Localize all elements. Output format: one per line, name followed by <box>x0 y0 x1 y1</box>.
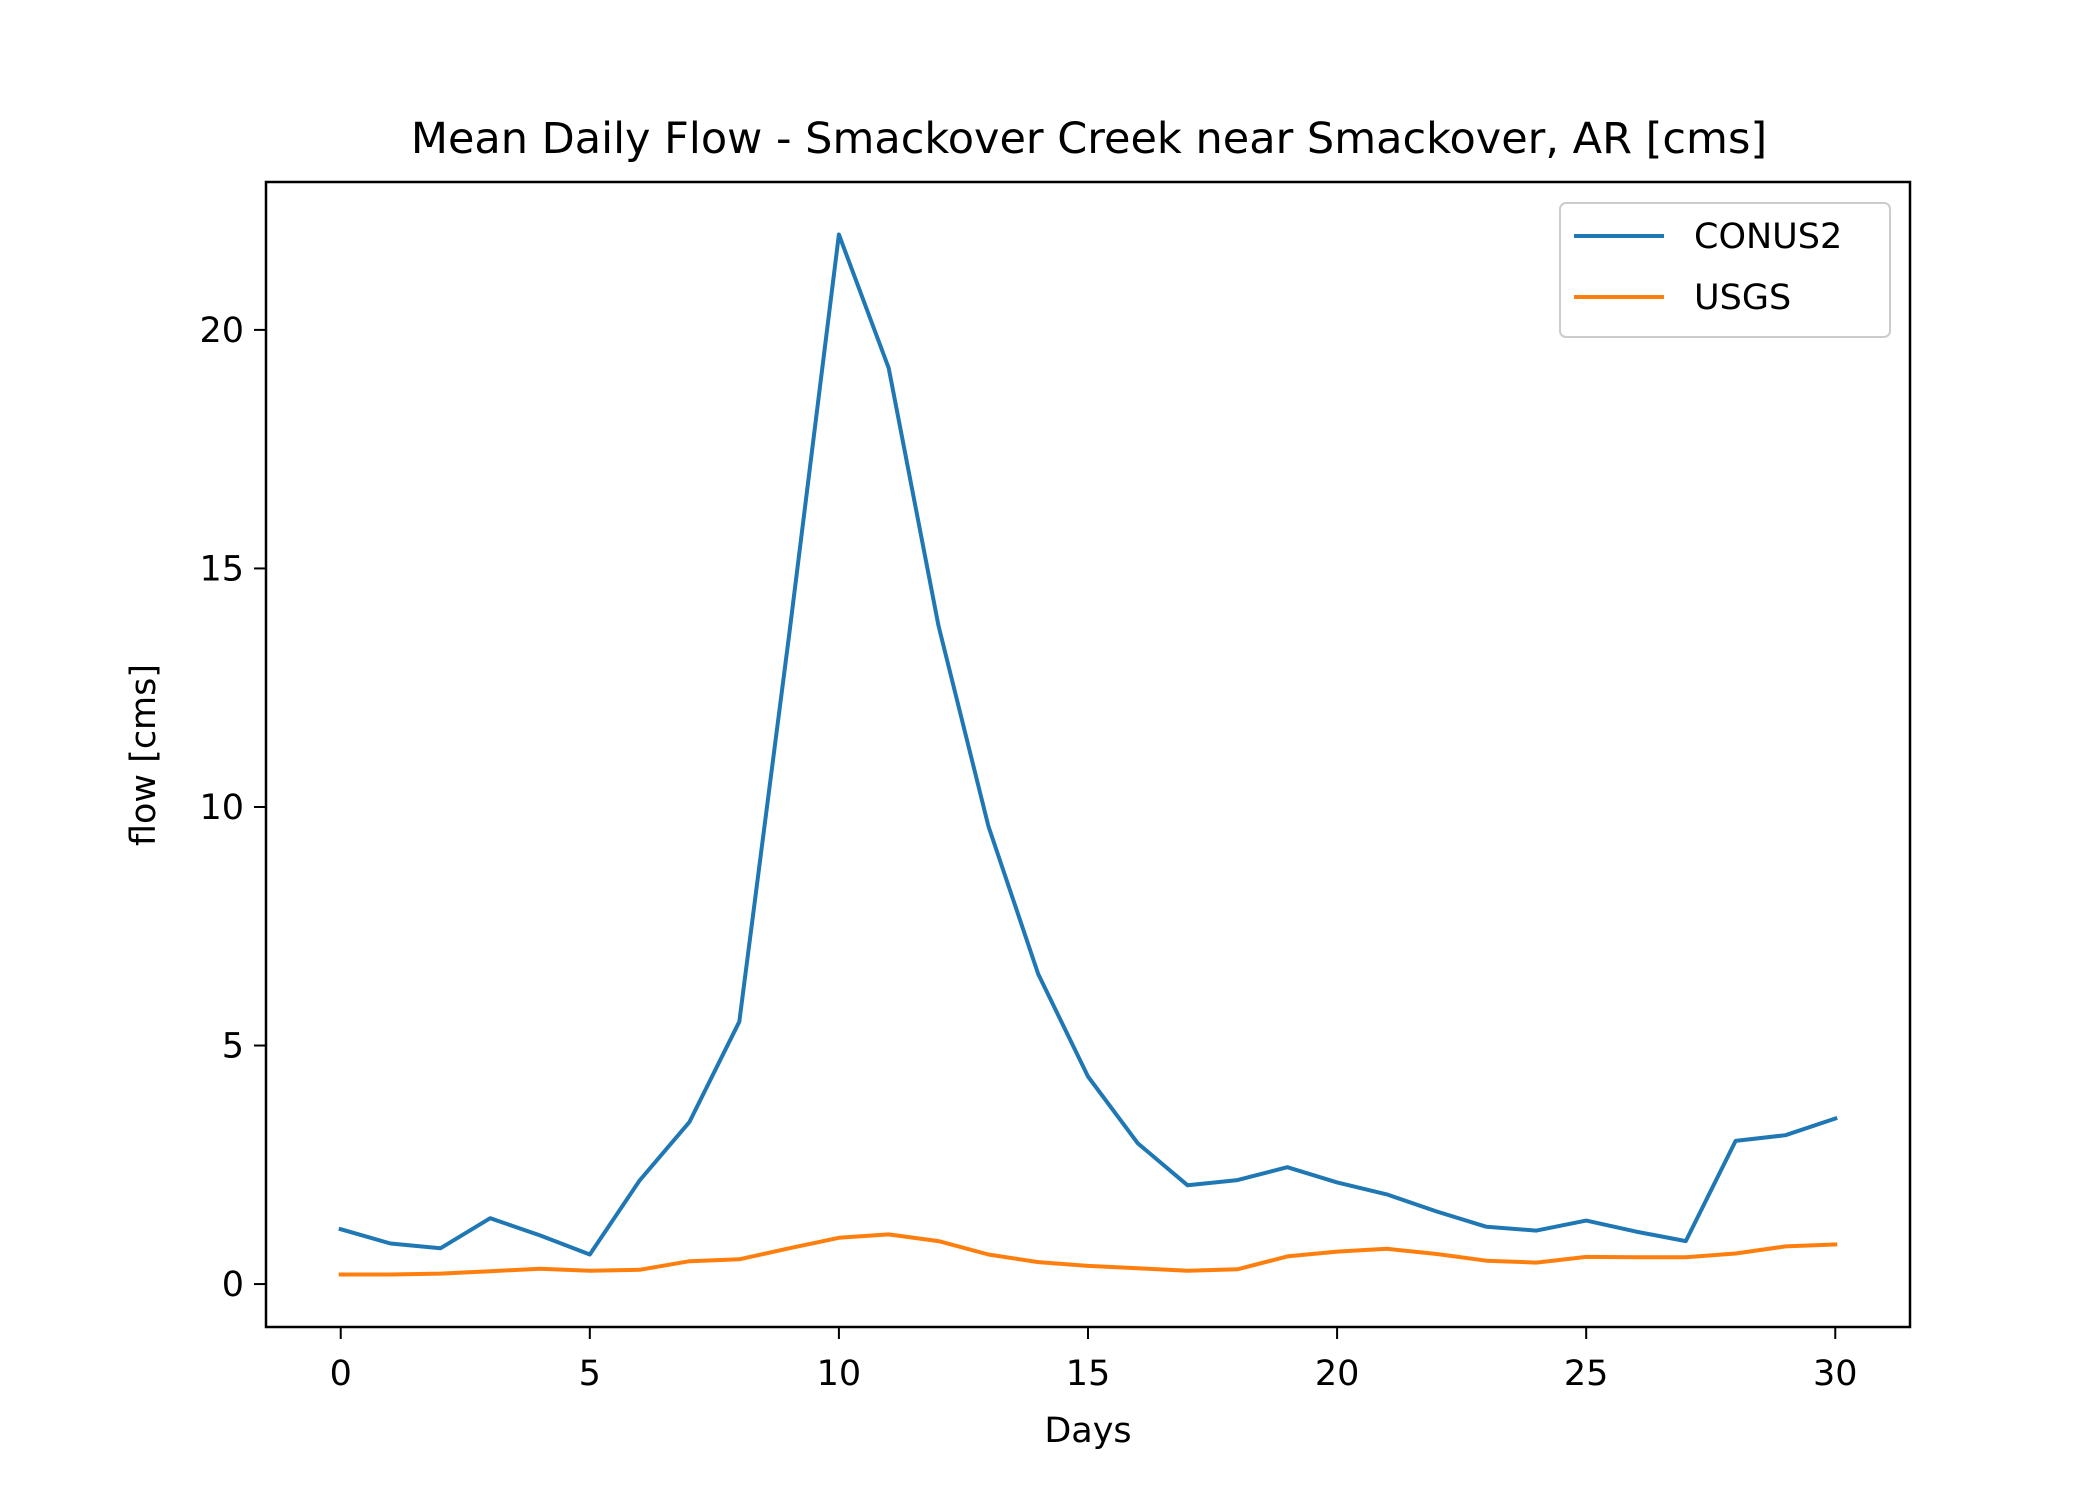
legend-label-usgs: USGS <box>1694 278 1791 318</box>
x-axis-label: Days <box>1044 1411 1131 1451</box>
y-tick-label: 10 <box>199 788 244 828</box>
x-tick-label: 5 <box>579 1354 601 1394</box>
series-line-conus2 <box>338 232 1838 1257</box>
y-tick-label: 5 <box>222 1027 244 1067</box>
y-axis-ticks: 0 5 10 15 20 <box>199 311 266 1305</box>
plot-frame <box>264 180 1912 1329</box>
series-lines <box>338 232 1838 1277</box>
series-line-usgs <box>338 1232 1838 1277</box>
y-axis-label: flow [cms] <box>124 664 164 846</box>
x-tick-label: 10 <box>817 1354 862 1394</box>
x-axis-ticks: 0 5 10 15 20 25 30 <box>330 1327 1858 1394</box>
x-tick-label: 30 <box>1813 1354 1858 1394</box>
chart-title: Mean Daily Flow - Smackover Creek near S… <box>411 114 1767 164</box>
y-tick-label: 15 <box>199 549 244 589</box>
legend: CONUS2 USGS <box>1559 202 1891 338</box>
legend-label-conus2: CONUS2 <box>1694 217 1842 257</box>
x-tick-label: 25 <box>1564 1354 1609 1394</box>
x-tick-label: 0 <box>330 1354 352 1394</box>
x-tick-label: 15 <box>1066 1354 1111 1394</box>
y-tick-label: 20 <box>199 311 244 351</box>
x-tick-label: 20 <box>1315 1354 1360 1394</box>
y-tick-label: 0 <box>222 1265 244 1305</box>
